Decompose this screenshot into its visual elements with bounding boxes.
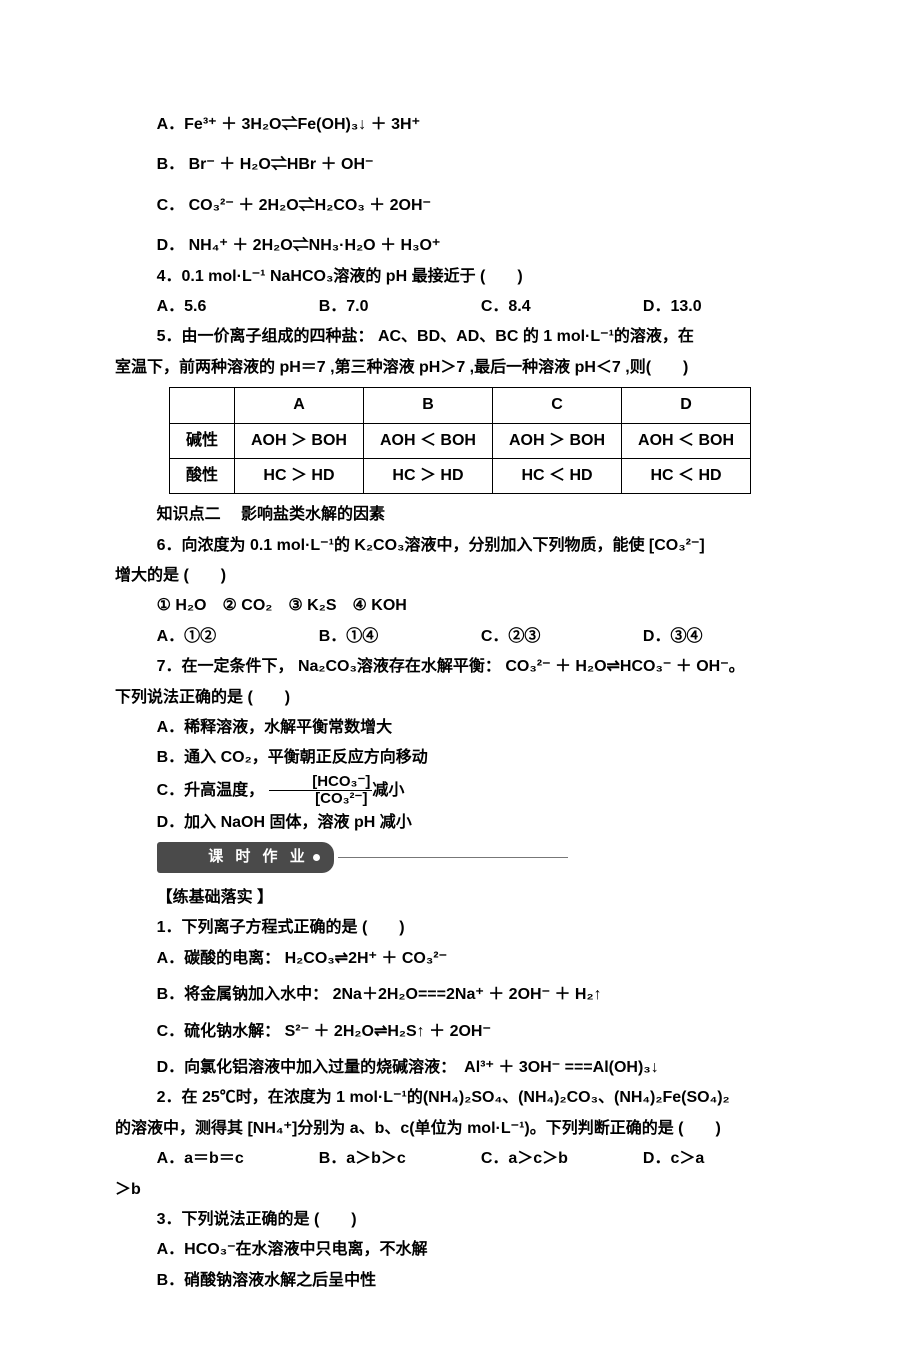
p1-opt-a: A．碳酸的电离： H₂CO₃⇌2H⁺ ＋ CO₃²⁻ <box>115 944 805 974</box>
q6-opt-d: D．③④ <box>643 622 805 652</box>
q7-c-pre: C．升高温度， <box>157 782 269 799</box>
spacer <box>115 873 805 883</box>
q6-opt-b: B．①④ <box>319 622 481 652</box>
q6-opt-c: C．②③ <box>481 622 643 652</box>
q7-opt-c: C．升高温度， [HCO₃⁻][CO₃²⁻]减小 <box>115 774 805 808</box>
tag-bullet-icon <box>313 854 320 861</box>
row-acid-b: HC ＞ HD <box>363 458 492 493</box>
p2-opt-c: C．a＞c＞b <box>481 1144 643 1174</box>
th-d: D <box>622 388 751 423</box>
eq-option-b: B． Br⁻ ＋ H₂O⇌HBr ＋ OH⁻ <box>115 150 805 180</box>
p3-stem: 3．下列说法正确的是 ( ) <box>115 1205 805 1235</box>
q7-line1: 7．在一定条件下， Na₂CO₃溶液存在水解平衡： CO₃²⁻ ＋ H₂O⇌HC… <box>115 652 805 682</box>
section-tag-row: 课 时 作 业 <box>115 842 805 873</box>
kp2-title: 知识点二 影响盐类水解的因素 <box>115 500 805 530</box>
row-acid-d: HC ＜ HD <box>622 458 751 493</box>
p1-opt-b: B．将金属钠加入水中： 2Na＋2H₂O===2Na⁺ ＋ 2OH⁻ ＋ H₂↑ <box>115 980 805 1010</box>
row-acid-a: HC ＞ HD <box>234 458 363 493</box>
p2-opt-a: A．a＝b＝c <box>157 1144 319 1174</box>
p2-d-tail: ＞b <box>115 1175 805 1205</box>
q7-c-post: 减小 <box>372 782 404 799</box>
q7-opt-d: D．加入 NaOH 固体，溶液 pH 减小 <box>115 808 805 838</box>
p3-opt-a: A．HCO₃⁻在水溶液中只电离，不水解 <box>115 1235 805 1265</box>
page: A．Fe³⁺ ＋ 3H₂O⇌Fe(OH)₃↓ ＋ 3H⁺ B． Br⁻ ＋ H₂… <box>0 0 920 1356</box>
p1-opt-c: C．硫化钠水解： S²⁻ ＋ 2H₂O⇌H₂S↑ ＋ 2OH⁻ <box>115 1017 805 1047</box>
q4-opt-c: C．8.4 <box>481 292 643 322</box>
q6-opt-a: A．①② <box>157 622 319 652</box>
q4-stem: 4．0.1 mol·L⁻¹ NaHCO₃溶液的 pH 最接近于 ( ) <box>115 262 805 292</box>
th-a: A <box>234 388 363 423</box>
p2-line1: 2．在 25℃时，在浓度为 1 mol·L⁻¹的(NH₄)₂SO₄、(NH₄)₂… <box>115 1083 805 1113</box>
practice-title: 【练基础落实 】 <box>115 883 805 913</box>
q4-opt-b: B．7.0 <box>319 292 481 322</box>
q4-opt-d: D．13.0 <box>643 292 805 322</box>
eq-option-d: D． NH₄⁺ ＋ 2H₂O⇌NH₃·H₂O ＋ H₃O⁺ <box>115 231 805 261</box>
row-alk-label: 碱性 <box>169 423 234 458</box>
q5-line1: 5．由一价离子组成的四种盐： AC、BD、AD、BC 的 1 mol·L⁻¹的溶… <box>115 322 805 352</box>
q5-line2: 室温下，前两种溶液的 pH＝7 ,第三种溶液 pH＞7 ,最后一种溶液 pH＜7… <box>115 353 805 383</box>
p2-line2: 的溶液中，测得其 [NH₄⁺]分别为 a、b、c(单位为 mol·L⁻¹)。下列… <box>115 1114 805 1144</box>
p2-opt-b: B．a＞b＞c <box>319 1144 481 1174</box>
q5-table: A B C D 碱性 AOH ＞ BOH AOH ＜ BOH AOH ＞ BOH… <box>169 387 751 494</box>
q6-line1: 6．向浓度为 0.1 mol·L⁻¹的 K₂CO₃溶液中，分别加入下列物质，能使… <box>115 531 805 561</box>
q7-line2: 下列说法正确的是 ( ) <box>115 683 805 713</box>
row-alk-a: AOH ＞ BOH <box>234 423 363 458</box>
q7-c-den: [CO₃²⁻] <box>269 791 373 808</box>
row-alk-b: AOH ＜ BOH <box>363 423 492 458</box>
th-b: B <box>363 388 492 423</box>
p2-opt-d: D．c＞a <box>643 1144 805 1174</box>
eq-option-a: A．Fe³⁺ ＋ 3H₂O⇌Fe(OH)₃↓ ＋ 3H⁺ <box>115 110 805 140</box>
row-acid-label: 酸性 <box>169 458 234 493</box>
row-alk-d: AOH ＜ BOH <box>622 423 751 458</box>
eq-option-c: C． CO₃²⁻ ＋ 2H₂O⇌H₂CO₃ ＋ 2OH⁻ <box>115 191 805 221</box>
q6-options: A．①② B．①④ C．②③ D．③④ <box>115 622 805 652</box>
q7-c-fraction: [HCO₃⁻][CO₃²⁻] <box>269 774 373 808</box>
q4-opt-a: A．5.6 <box>157 292 319 322</box>
q6-items: ① H₂O ② CO₂ ③ K₂S ④ KOH <box>115 591 805 621</box>
tag-rule <box>338 857 568 858</box>
q7-opt-b: B．通入 CO₂，平衡朝正反应方向移动 <box>115 743 805 773</box>
p1-opt-d: D．向氯化铝溶液中加入过量的烧碱溶液： Al³⁺ ＋ 3OH⁻ ===Al(OH… <box>115 1053 805 1083</box>
p3-opt-b: B．硝酸钠溶液水解之后呈中性 <box>115 1266 805 1296</box>
th-blank <box>169 388 234 423</box>
p2-options: A．a＝b＝c B．a＞b＞c C．a＞c＞b D．c＞a <box>115 1144 805 1174</box>
homework-tag-label: 课 时 作 业 <box>208 848 309 865</box>
p1-stem: 1．下列离子方程式正确的是 ( ) <box>115 913 805 943</box>
th-c: C <box>493 388 622 423</box>
row-acid-c: HC ＜ HD <box>493 458 622 493</box>
q4-options: A．5.6 B．7.0 C．8.4 D．13.0 <box>115 292 805 322</box>
q7-c-num: [HCO₃⁻] <box>269 774 373 792</box>
homework-tag: 课 时 作 业 <box>157 842 334 873</box>
row-alk-c: AOH ＞ BOH <box>493 423 622 458</box>
q7-opt-a: A．稀释溶液，水解平衡常数增大 <box>115 713 805 743</box>
q6-line2: 增大的是 ( ) <box>115 561 805 591</box>
